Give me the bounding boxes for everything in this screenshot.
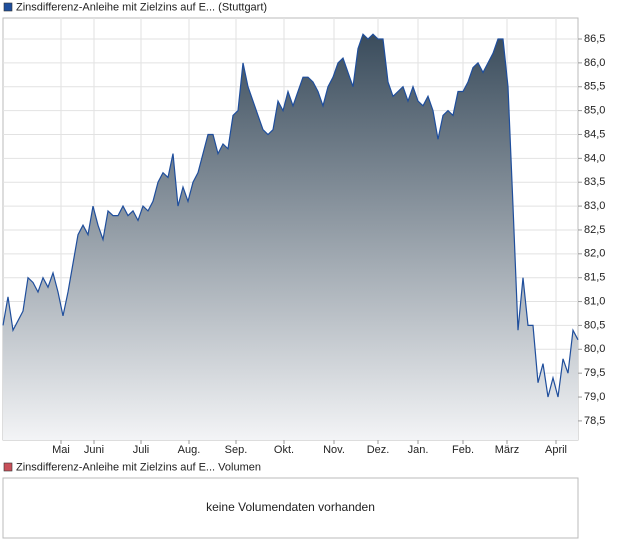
x-tick-label: Jan. [408,444,429,456]
area-fill [3,34,578,440]
y-tick-label: 80,0 [584,343,605,355]
y-tick-label: 78,5 [584,415,605,427]
y-tick-label: 82,5 [584,224,605,236]
x-tick-label: Dez. [367,444,390,456]
legend-label: Zinsdifferenz-Anleihe mit Zielzins auf E… [16,1,267,13]
y-tick-label: 85,0 [584,105,605,117]
x-tick-label: Mai [52,444,70,456]
x-tick-label: Nov. [323,444,345,456]
x-tick-label: Juni [84,444,104,456]
y-tick-label: 83,5 [584,176,605,188]
legend-swatch [3,2,13,12]
y-tick-label: 81,5 [584,272,605,284]
y-tick-label: 84,5 [584,128,605,140]
volume-legend-label: Zinsdifferenz-Anleihe mit Zielzins auf E… [16,461,261,473]
volume-message: keine Volumendaten vorhanden [206,500,375,514]
y-tick-label: 84,0 [584,152,605,164]
legend-swatch [3,462,13,472]
x-tick-label: Juli [133,444,150,456]
x-tick-label: Feb. [452,444,474,456]
y-tick-label: 86,0 [584,57,605,69]
x-tick-label: Okt. [274,444,294,456]
x-tick-label: April [545,444,567,456]
x-tick-label: März [495,444,519,456]
volume-frame [2,477,579,539]
y-tick-label: 79,5 [584,367,605,379]
x-tick-label: Aug. [178,444,201,456]
y-tick-label: 83,0 [584,200,605,212]
y-tick-label: 82,0 [584,248,605,260]
y-tick-label: 86,5 [584,33,605,45]
y-tick-label: 80,5 [584,319,605,331]
y-tick-label: 81,0 [584,295,605,307]
y-tick-label: 85,5 [584,81,605,93]
y-tick-label: 79,0 [584,391,605,403]
x-tick-label: Sep. [225,444,248,456]
price-line [2,33,579,398]
